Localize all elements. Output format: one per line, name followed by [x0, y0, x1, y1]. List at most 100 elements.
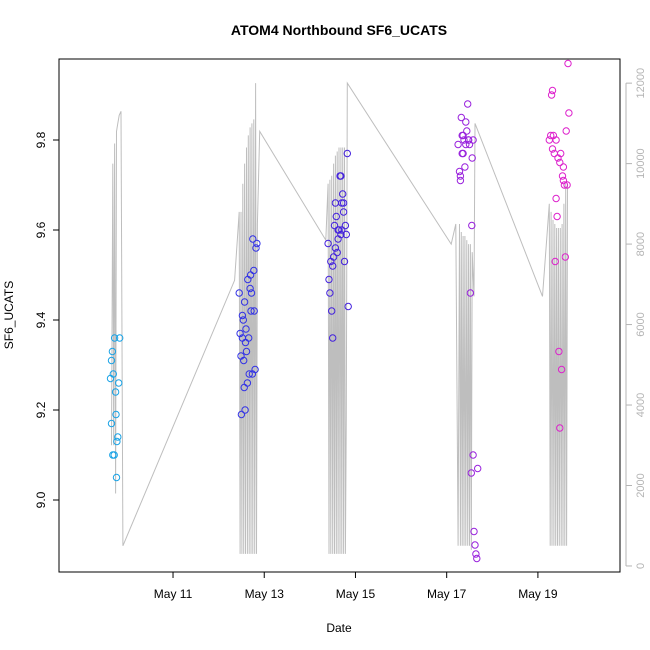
data-point-0-9: [115, 379, 123, 387]
data-point-2-7: [330, 221, 339, 230]
y2-axis: 0 2000 4000 6000 8000 10000 12000: [625, 68, 647, 569]
data-point-3-9: [463, 127, 471, 135]
chart-title: ATOM4 Northbound SF6_UCATS: [231, 22, 447, 38]
data-point-4-19: [563, 181, 571, 189]
data-point-1-8: [241, 406, 249, 414]
data-point-1-26: [238, 311, 247, 320]
data-point-1-18: [247, 289, 256, 297]
data-point-2-18: [340, 257, 349, 266]
data-point-2-27: [339, 199, 348, 207]
data-point-4-8: [553, 212, 561, 221]
x-axis: May 11 May 13 May 15 May 17 May 19: [154, 572, 558, 601]
data-point-3-23: [456, 176, 465, 185]
data-point-4-7: [552, 194, 560, 203]
data-point-3-10: [464, 100, 472, 108]
data-point-0-2: [108, 347, 117, 356]
y2-tick-label-1: 2000: [635, 473, 647, 497]
data-point-4-6: [551, 257, 559, 266]
data-point-4-20: [564, 59, 572, 68]
y-tick-label-3: 9.6: [34, 221, 48, 238]
plot-frame: [58, 58, 621, 573]
data-point-2-14: [337, 172, 345, 180]
y-tick-label-1: 9.2: [34, 401, 48, 418]
data-point-3-28: [469, 136, 477, 144]
data-point-3-7: [461, 163, 469, 171]
data-point-2-10: [333, 248, 341, 257]
data-point-2-1: [325, 275, 333, 284]
data-point-4-24: [556, 158, 564, 167]
data-point-3-24: [459, 149, 467, 158]
data-point-4-22: [548, 145, 557, 153]
data-point-4-25: [559, 176, 568, 185]
data-point-2-4: [328, 307, 336, 315]
data-point-0-4: [110, 334, 119, 342]
data-point-1-3: [237, 410, 246, 419]
x-tick-label-0: May 11: [154, 587, 193, 601]
data-point-3-0: [454, 140, 462, 149]
data-point-3-22: [468, 221, 476, 230]
data-point-2-17: [339, 208, 348, 216]
data-point-4-14: [558, 172, 567, 180]
data-point-4-21: [565, 109, 573, 117]
data-point-1-1: [236, 329, 244, 338]
data-point-4-17: [561, 253, 569, 261]
data-point-1-24: [252, 244, 260, 252]
data-point-0-14: [112, 473, 121, 482]
data-point-1-28: [241, 338, 250, 347]
points-layer: [106, 59, 573, 563]
y-tick-label-2: 9.4: [34, 311, 48, 328]
data-point-4-11: [556, 424, 564, 432]
data-point-3-3: [457, 113, 465, 122]
data-point-4-2: [547, 91, 556, 99]
data-point-3-8: [462, 118, 470, 126]
data-point-4-1: [547, 131, 555, 140]
data-point-4-16: [560, 181, 569, 189]
data-point-3-18: [471, 541, 479, 549]
altitude-line: [111, 81, 568, 554]
data-point-0-6: [112, 410, 120, 419]
data-point-2-0: [324, 239, 332, 248]
data-point-1-20: [249, 235, 257, 243]
y2-tick-label-5: 10000: [635, 148, 647, 179]
y-axis-label: SF6_UCATS: [2, 281, 16, 349]
data-point-4-15: [559, 163, 568, 171]
data-point-0-5: [111, 388, 120, 396]
data-point-3-20: [473, 554, 481, 563]
data-point-2-24: [331, 244, 340, 252]
data-point-3-19: [472, 550, 480, 558]
data-point-1-6: [240, 356, 248, 365]
data-point-0-13: [110, 451, 118, 459]
data-point-4-13: [557, 365, 566, 374]
data-point-1-25: [253, 239, 261, 248]
data-point-3-6: [460, 136, 468, 144]
data-point-3-13: [466, 289, 475, 297]
data-point-3-12: [465, 140, 474, 149]
x-tick-label-1: May 13: [245, 587, 285, 601]
data-point-1-14: [245, 370, 253, 378]
data-point-4-18: [562, 127, 570, 135]
data-point-2-9: [332, 212, 340, 221]
data-point-3-27: [458, 131, 466, 140]
data-point-1-21: [250, 266, 258, 275]
data-point-0-7: [113, 437, 121, 446]
data-point-1-23: [251, 365, 259, 374]
data-point-0-10: [116, 334, 124, 342]
y2-tick-label-0: 0: [635, 563, 647, 569]
data-point-1-27: [240, 383, 248, 392]
y2-tick-label-2: 4000: [635, 393, 647, 417]
data-point-3-15: [468, 154, 476, 162]
data-point-2-21: [343, 149, 351, 158]
x-axis-label: Date: [326, 621, 352, 635]
data-point-1-9: [242, 325, 250, 333]
y2-tick-label-4: 8000: [635, 232, 647, 256]
data-point-2-19: [341, 221, 350, 230]
y-tick-label-0: 9.0: [34, 491, 48, 508]
data-point-3-16: [469, 451, 477, 459]
data-point-0-11: [107, 419, 116, 428]
data-point-1-22: [250, 307, 258, 315]
data-point-2-28: [338, 226, 346, 234]
altitude-layer: [111, 81, 568, 554]
data-point-2-26: [337, 230, 345, 239]
data-point-1-0: [235, 289, 243, 297]
